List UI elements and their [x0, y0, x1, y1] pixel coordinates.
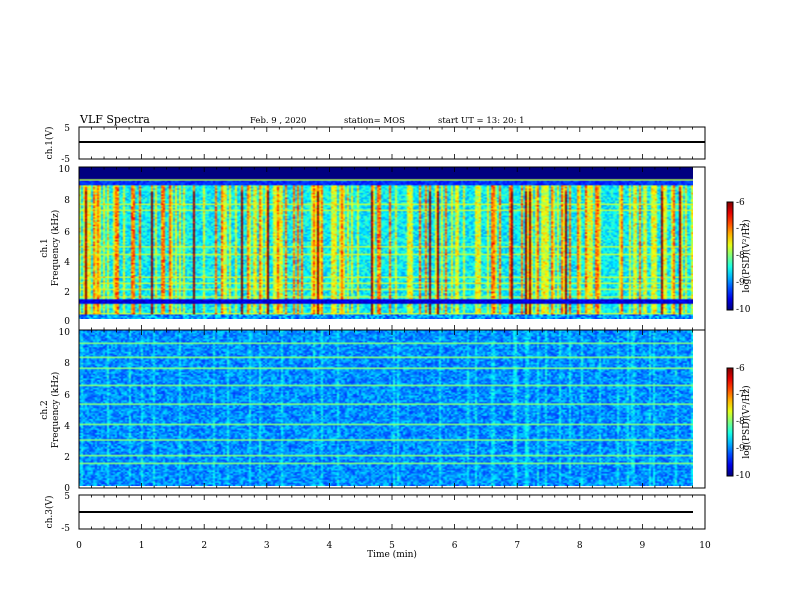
ch1-ytick-0: 0 [64, 317, 70, 327]
ch3-voltage-ticks [78, 495, 706, 529]
ch1-ytick-neg5: -5 [61, 155, 70, 165]
ch1-ytick-8: 8 [64, 196, 70, 206]
x-tick-labels: 0 1 2 3 4 5 6 7 8 9 10 [76, 541, 711, 551]
ch1-channel-label: ch.1 [40, 238, 50, 257]
ch2-channel-label: ch.2 [40, 400, 50, 419]
ch2-colorbar: -6 -7 -8 -9 -10 log(PSD)(V²/Hz) [726, 364, 752, 481]
ch2-colorbar-gradient [727, 368, 733, 476]
ch1-voltage-ticks [78, 127, 706, 159]
station-label: station= MOS [344, 116, 405, 126]
x-tick-label: 9 [640, 541, 646, 551]
ch1-voltage-panel: 5 -5 ch.1(V) [44, 124, 706, 165]
x-tick-label: 7 [514, 541, 520, 551]
x-tick-label: 0 [76, 541, 82, 551]
cb2-label: log(PSD)(V²/Hz) [741, 385, 752, 458]
ch2-ytick-8: 8 [64, 359, 70, 369]
x-tick-label: 4 [327, 541, 333, 551]
cb1-tick-neg6: -6 [736, 198, 745, 208]
ch1-ytick-6: 6 [64, 228, 70, 238]
ch2-ytick-4: 4 [64, 422, 70, 432]
ch2-ytick-10: 10 [59, 328, 71, 338]
x-tick-label: 3 [264, 541, 270, 551]
ch2-ytick-0: 0 [64, 484, 70, 494]
ch3-ytick-5: 5 [64, 492, 70, 502]
ch1-ytick-10: 10 [59, 165, 71, 175]
x-tick-label: 6 [452, 541, 458, 551]
ch2-spectrogram-ytick-labels: 0 2 4 6 8 10 [59, 328, 71, 494]
ch1-colorbar-gradient [727, 202, 733, 310]
cb2-tick-neg7: -7 [736, 390, 745, 400]
ch2-ytick-2: 2 [64, 453, 70, 463]
figure-title: VLF Spectra [79, 113, 150, 126]
cb1-tick-neg8: -8 [736, 251, 745, 261]
ch3-ytick-neg5: -5 [61, 524, 70, 534]
x-tick-label: 1 [139, 541, 145, 551]
cb2-tick-neg6: -6 [736, 364, 745, 374]
ch1-spectrogram-panel: 0 2 4 6 8 10 ch.1 Frequency (kHz) [40, 165, 706, 331]
ch2-spectrogram-image [79, 330, 693, 486]
x-tick-label: 2 [201, 541, 207, 551]
ch1-voltage-ylabel: ch.1(V) [44, 127, 55, 160]
cb1-label: log(PSD)(V²/Hz) [741, 219, 752, 292]
date-label: Feb. 9 , 2020 [250, 116, 306, 126]
ch1-frequency-ylabel: Frequency (kHz) [50, 210, 61, 287]
cb1-tick-neg10: -10 [736, 305, 751, 315]
cb1-tick-neg9: -9 [736, 278, 745, 288]
ch1-spectrogram-image [79, 167, 693, 319]
start-time-label: start UT = 13: 20: 1 [438, 116, 525, 126]
x-axis-label: Time (min) [367, 549, 417, 560]
ch1-spectrogram-ytick-labels: 0 2 4 6 8 10 [59, 165, 71, 327]
x-tick-label: 5 [389, 541, 395, 551]
cb2-tick-neg10: -10 [736, 471, 751, 481]
cb2-tick-neg9: -9 [736, 444, 745, 454]
x-tick-label: 10 [699, 541, 711, 551]
ch3-voltage-panel: 5 -5 ch.3(V) [44, 492, 706, 534]
ch1-ytick-5: 5 [64, 124, 70, 134]
ch2-spectrogram-ticks [78, 330, 706, 488]
ch3-voltage-ylabel: ch.3(V) [44, 496, 55, 529]
cb1-tick-neg7: -7 [736, 224, 745, 234]
ch1-ytick-4: 4 [64, 258, 70, 268]
ch2-spectrogram-panel: 0 2 4 6 8 10 ch.2 Frequency (kHz) [40, 328, 706, 494]
ch2-ytick-6: 6 [64, 391, 70, 401]
cb2-tick-neg8: -8 [736, 417, 745, 427]
x-tick-label: 8 [577, 541, 583, 551]
ch2-frequency-ylabel: Frequency (kHz) [50, 372, 61, 449]
ch1-ytick-2: 2 [64, 288, 70, 298]
ch1-colorbar: -6 -7 -8 -9 -10 log(PSD)(V²/Hz) [726, 198, 752, 315]
